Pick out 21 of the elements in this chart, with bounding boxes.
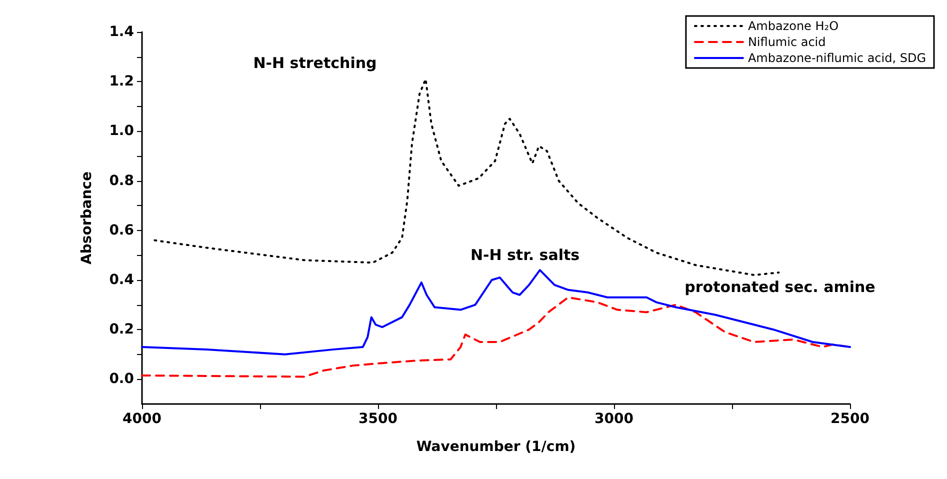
y-tick-label: 1.0 [109, 123, 134, 140]
legend-label: Ambazone H₂O [748, 19, 839, 33]
annotation: protonated sec. amine [684, 278, 876, 296]
x-tick-label: 3500 [358, 411, 398, 427]
y-tick-label: 1.2 [109, 74, 134, 90]
x-tick-label: 2500 [830, 411, 870, 427]
legend-label: Niflumic acid [748, 35, 826, 49]
annotation: N-H str. salts [470, 246, 580, 264]
y-tick-label: 1.4 [109, 24, 134, 40]
annotation: N-H stretching [253, 54, 377, 72]
x-tick-label: 4000 [122, 411, 162, 427]
x-tick-label: 3000 [594, 411, 634, 427]
y-tick-label: 0.4 [109, 272, 134, 288]
line-series [154, 78, 780, 276]
legend-label: Ambazone-niflumic acid, SDG [748, 51, 926, 65]
y-tick-label: 0.2 [109, 322, 134, 338]
y-tick-label: 0.8 [109, 172, 134, 189]
y-tick-label: 0.6 [109, 222, 134, 238]
y-axis-title: Absorbance [79, 172, 95, 264]
x-axis-title: Wavenumber (1/cm) [416, 439, 576, 455]
y-tick-label: 0.0 [109, 371, 134, 388]
